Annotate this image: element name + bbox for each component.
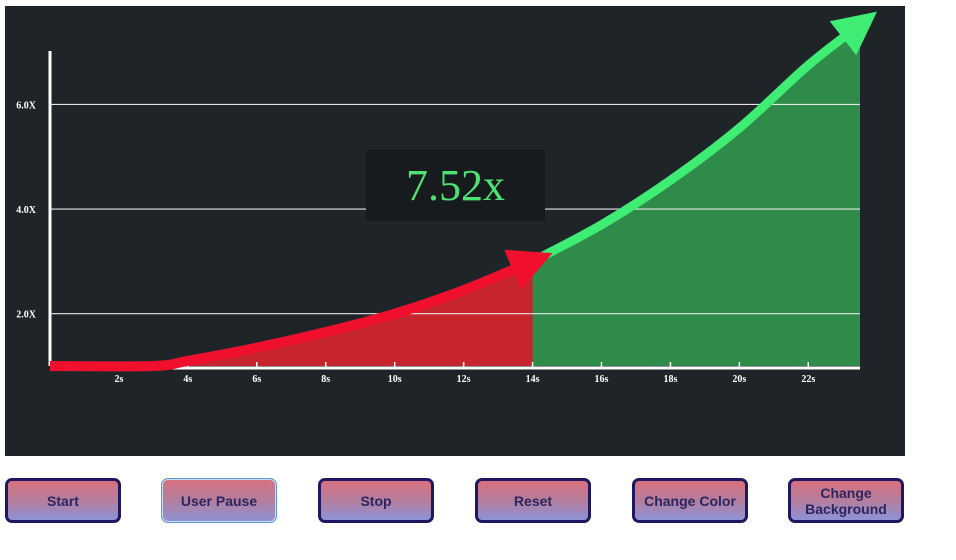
multiplier-display: 7.52x [366,150,545,221]
red-curve [49,256,535,372]
chart-panel: 2.0X 4.0X 6.0X 2s 4s 6s 8s 10s 12s 14s 16s 18s 20s 22… [5,6,905,456]
change-background-button[interactable]: Change Background [788,478,904,523]
user-pause-button[interactable]: User Pause [161,478,277,523]
green-arrowhead [829,11,878,56]
x-tick-label: 8s [321,374,330,385]
green-area-fill [532,24,860,366]
x-tick-label: 18s [663,374,677,385]
red-area-fill [50,261,533,367]
x-tick-label: 12s [457,374,471,385]
x-tick-label: 2s [114,374,123,385]
x-tick-label: 10s [388,374,402,385]
x-tick-label: 20s [732,374,746,385]
x-tick-label: 6s [252,374,261,385]
red-arrowhead [504,249,553,290]
y-tick-label: 2.0X [16,310,37,321]
stop-button[interactable]: Stop [318,478,434,523]
green-curve [530,21,863,266]
y-tick-label: 4.0X [16,205,37,216]
multiplier-value: 7.52x [406,161,505,210]
x-tick-label: 22s [801,374,815,385]
multiplier-chart: 2.0X 4.0X 6.0X 2s 4s 6s 8s 10s 12s 14s 16s 18s 20s 22… [16,11,878,385]
x-tick-label: 16s [595,374,609,385]
y-tick-label: 6.0X [16,100,37,111]
x-tick-label: 14s [526,374,540,385]
start-button[interactable]: Start [5,478,121,523]
x-tick-label: 4s [183,374,192,385]
change-color-button[interactable]: Change Color [632,478,748,523]
reset-button[interactable]: Reset [475,478,591,523]
